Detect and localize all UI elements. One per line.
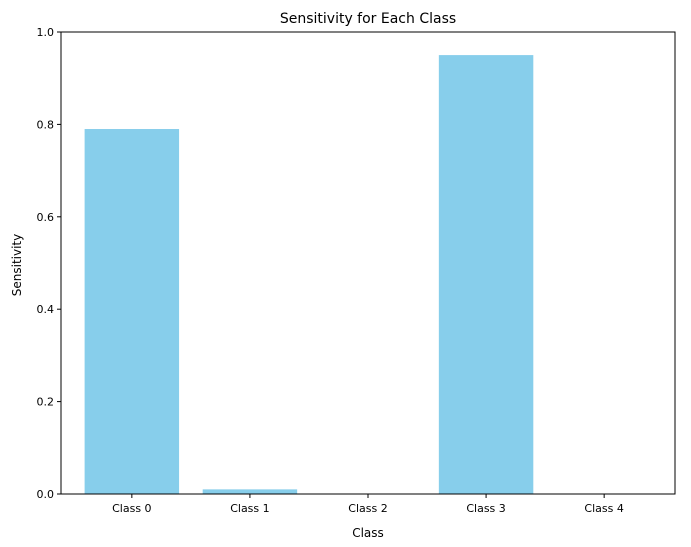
x-tick-label: Class 1 [230, 502, 269, 515]
x-tick-label: Class 4 [584, 502, 623, 515]
x-tick-label: Class 0 [112, 502, 151, 515]
x-axis-label: Class [352, 526, 384, 540]
x-tick-label: Class 3 [466, 502, 505, 515]
chart-title: Sensitivity for Each Class [280, 11, 456, 27]
y-axis-label: Sensitivity [10, 234, 24, 296]
y-tick-label: 0.6 [37, 211, 55, 224]
y-tick-label: 1.0 [37, 26, 55, 39]
y-tick-label: 0.8 [37, 118, 55, 131]
y-axis-ticks: 0.0 0.2 0.4 0.6 0.8 1.0 [37, 26, 61, 501]
bar-class-3 [438, 55, 534, 494]
x-axis-ticks: Class 0 Class 1 Class 2 Class 3 Class 4 [112, 494, 624, 515]
y-tick-label: 0.0 [37, 488, 55, 501]
bar-class-1 [202, 489, 298, 494]
bars-group [84, 55, 534, 494]
bar-class-0 [84, 129, 180, 494]
y-tick-label: 0.4 [37, 303, 55, 316]
plot-frame [60, 31, 676, 495]
x-tick-label: Class 2 [348, 502, 387, 515]
y-tick-label: 0.2 [37, 396, 55, 409]
